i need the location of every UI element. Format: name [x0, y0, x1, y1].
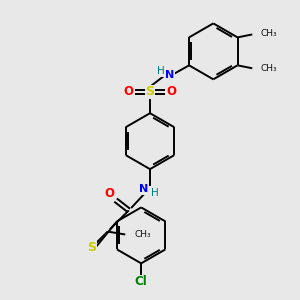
Text: S: S [146, 85, 154, 98]
Text: O: O [104, 187, 114, 200]
Text: H: H [157, 66, 165, 76]
Text: S: S [87, 241, 96, 254]
Text: O: O [124, 85, 134, 98]
Text: CH₃: CH₃ [260, 64, 277, 74]
Text: O: O [166, 85, 176, 98]
Text: CH₃: CH₃ [134, 230, 151, 239]
Text: N: N [165, 70, 174, 80]
Text: Cl: Cl [135, 275, 148, 288]
Text: CH₃: CH₃ [260, 29, 277, 38]
Text: H: H [152, 188, 159, 198]
Text: N: N [140, 184, 149, 194]
